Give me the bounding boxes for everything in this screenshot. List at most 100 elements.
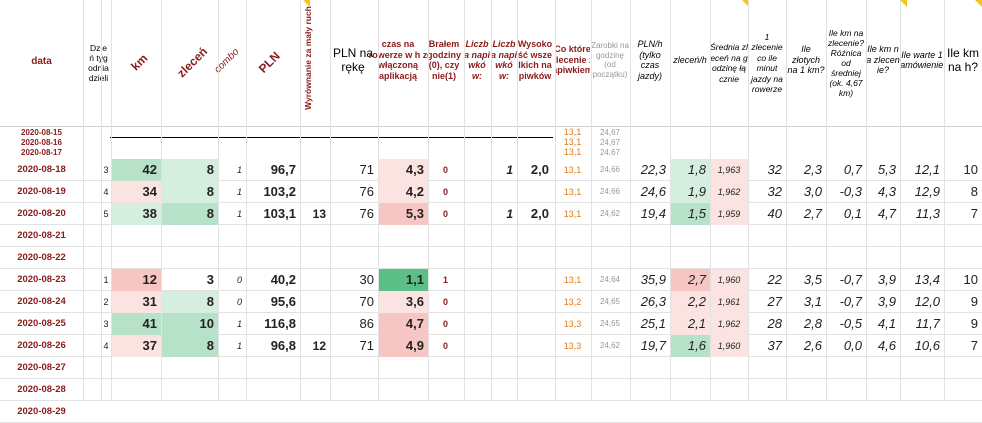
order-value-cell[interactable]: [900, 357, 944, 379]
earnings-cell[interactable]: 24,67: [599, 128, 621, 137]
header-pln[interactable]: PLN: [255, 48, 283, 76]
tip-count-a-cell[interactable]: [464, 181, 490, 203]
order-share-cell[interactable]: [555, 225, 590, 247]
earnings-cell[interactable]: 24,65: [599, 319, 621, 328]
km-cell[interactable]: 42: [111, 159, 161, 181]
date-cell[interactable]: 2020-08-26: [17, 340, 66, 351]
weekday-cell[interactable]: [101, 247, 111, 269]
order-share-cell[interactable]: 13,1: [563, 148, 582, 157]
earnings-cell[interactable]: 24,62: [599, 209, 621, 218]
equalization-cell[interactable]: [300, 313, 330, 335]
minutes-per-order-cell[interactable]: [748, 225, 786, 247]
weekday-cell[interactable]: [101, 379, 111, 401]
header-km-per-h[interactable]: Ile km na h?: [946, 46, 979, 74]
header-km[interactable]: km: [128, 51, 151, 74]
header-order-share[interactable]: Co które zlecenie z napiwkiem?: [555, 44, 590, 76]
order-value-cell[interactable]: 12,1: [914, 162, 940, 177]
combo-cell[interactable]: [218, 357, 246, 379]
km-cell[interactable]: [111, 401, 161, 423]
took-hours-cell[interactable]: [428, 247, 463, 269]
tip-count-b-cell[interactable]: [491, 401, 517, 423]
equalization-cell[interactable]: [300, 159, 330, 181]
took-hours-cell[interactable]: 0: [442, 187, 448, 197]
tip-count-b-cell[interactable]: [491, 247, 517, 269]
earnings-cell[interactable]: [591, 247, 629, 269]
tip-size-cell[interactable]: [517, 269, 553, 291]
pln-per-km-cell[interactable]: 2,3: [803, 162, 822, 177]
km-cell[interactable]: 31: [111, 291, 161, 313]
order-value-cell[interactable]: 11,7: [915, 316, 940, 331]
km-per-h-cell[interactable]: 7: [970, 338, 978, 353]
date-cell[interactable]: 2020-08-15: [21, 128, 62, 137]
avg-orders-cell[interactable]: [710, 247, 748, 269]
header-orders-diff[interactable]: Ile km na zlecenie? Różnica od średniej …: [828, 27, 864, 98]
pln-net-cell[interactable]: 86: [359, 316, 374, 331]
pln-net-cell[interactable]: [330, 401, 378, 423]
date-cell[interactable]: 2020-08-21: [17, 230, 66, 241]
km-per-order-cell[interactable]: 5,3: [877, 162, 896, 177]
pln-per-km-cell[interactable]: 3,1: [803, 294, 822, 309]
pln-per-h-cell[interactable]: [630, 401, 670, 423]
time-cell[interactable]: 5,3: [378, 203, 428, 225]
earnings-cell[interactable]: [591, 225, 629, 247]
minutes-per-order-cell[interactable]: 27: [767, 294, 782, 309]
combo-cell[interactable]: [218, 401, 246, 423]
km-cell[interactable]: 37: [111, 335, 161, 357]
avg-orders-cell[interactable]: [710, 379, 748, 401]
combo-cell[interactable]: 0: [236, 275, 242, 285]
orders-per-h-cell[interactable]: 2,2: [670, 291, 710, 313]
avg-orders-cell[interactable]: 1,960: [710, 335, 748, 357]
tip-count-b-cell[interactable]: [491, 291, 517, 313]
equalization-cell[interactable]: [300, 225, 330, 247]
took-hours-cell[interactable]: 0: [442, 297, 448, 307]
order-value-cell[interactable]: 11,3: [915, 206, 940, 221]
earnings-cell[interactable]: 24,67: [599, 148, 621, 157]
orders-cell[interactable]: 8: [161, 203, 218, 225]
orders-per-h-cell[interactable]: [670, 401, 710, 423]
earnings-cell[interactable]: 24,62: [599, 341, 621, 350]
orders-per-h-cell[interactable]: 1,6: [670, 335, 710, 357]
pln-cell[interactable]: 96,8: [270, 338, 296, 353]
order-value-cell[interactable]: 12,0: [914, 294, 940, 309]
pln-net-cell[interactable]: [330, 225, 378, 247]
avg-orders-cell[interactable]: 1,959: [710, 203, 748, 225]
orders-cell[interactable]: [161, 401, 218, 423]
orders-diff-cell[interactable]: 0,0: [843, 338, 862, 353]
earnings-cell[interactable]: 24,66: [599, 187, 621, 196]
minutes-per-order-cell[interactable]: 40: [767, 206, 782, 221]
weekday-cell[interactable]: 5: [103, 209, 109, 219]
pln-net-cell[interactable]: 76: [359, 206, 374, 221]
header-order-value[interactable]: Ile warte 1 zamówienie?: [900, 49, 944, 71]
pln-per-km-cell[interactable]: [786, 379, 826, 401]
combo-cell[interactable]: 1: [236, 319, 242, 329]
pln-cell[interactable]: 95,6: [270, 294, 296, 309]
orders-diff-cell[interactable]: 0,7: [843, 162, 862, 177]
date-cell[interactable]: 2020-08-28: [17, 384, 66, 395]
weekday-cell[interactable]: [101, 225, 111, 247]
km-cell[interactable]: [111, 247, 161, 269]
order-value-cell[interactable]: 12,9: [914, 184, 940, 199]
order-share-cell[interactable]: [555, 357, 590, 379]
km-cell[interactable]: 12: [111, 269, 161, 291]
equalization-cell[interactable]: 12: [312, 339, 326, 353]
km-per-order-cell[interactable]: 4,6: [877, 338, 896, 353]
order-share-cell[interactable]: 13,1: [563, 209, 582, 219]
tip-count-b-cell[interactable]: 1: [506, 163, 513, 177]
pln-per-km-cell[interactable]: 2,7: [803, 206, 822, 221]
minutes-per-order-cell[interactable]: 32: [767, 184, 782, 199]
orders-per-h-cell[interactable]: 2,7: [670, 269, 710, 291]
avg-orders-cell[interactable]: 1,961: [710, 291, 748, 313]
order-share-cell[interactable]: 13,2: [563, 297, 582, 307]
equalization-cell[interactable]: [300, 379, 330, 401]
pln-per-km-cell[interactable]: [786, 401, 826, 423]
tip-count-b-cell[interactable]: [491, 225, 517, 247]
tip-size-cell[interactable]: [517, 225, 553, 247]
equalization-cell[interactable]: [300, 181, 330, 203]
earnings-cell[interactable]: 24,65: [599, 297, 621, 306]
order-share-cell[interactable]: [555, 401, 590, 423]
equalization-cell[interactable]: [300, 247, 330, 269]
equalization-cell[interactable]: [300, 269, 330, 291]
header-avg-orders-per-hour[interactable]: Średnia zleceń na godzinę łącznie: [710, 42, 748, 84]
tip-count-a-cell[interactable]: [464, 313, 490, 335]
header-earnings-per-hour[interactable]: Zarobki na godzinę (od początku): [591, 41, 629, 79]
